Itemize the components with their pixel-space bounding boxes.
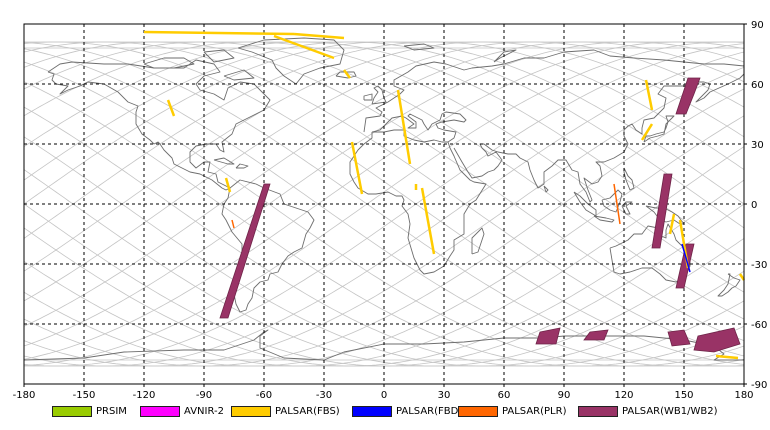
legend-swatch (352, 405, 392, 417)
swath-palsar-wb (675, 77, 701, 115)
coastline (371, 85, 387, 105)
swath-palsar-fbs (143, 30, 295, 36)
swath-palsar-fbs (644, 79, 654, 111)
legend-label: PALSAR(WB1/WB2) (622, 405, 718, 417)
swath-palsar-fbs (350, 141, 364, 195)
swath-palsar-fbs (224, 177, 232, 193)
swath-layer (143, 30, 746, 360)
legend-item: AVNIR-2 (140, 404, 224, 418)
swath-palsar-fbs (738, 273, 746, 281)
coastline (493, 49, 517, 63)
legend-label: PALSAR(PLR) (502, 405, 567, 417)
coastline (403, 43, 435, 51)
orbit-track (23, 179, 745, 367)
legend-item: PALSAR(FBD) (352, 404, 462, 418)
x-tick-label: -30 (316, 390, 332, 401)
coastline (203, 49, 235, 63)
y-tick-label: 30 (751, 140, 764, 151)
x-tick-label: -90 (196, 390, 212, 401)
coastline (237, 37, 345, 85)
legend-swatch (458, 405, 498, 417)
coastline (213, 157, 235, 165)
x-tick-label: -60 (256, 390, 272, 401)
legend-item: PALSAR(WB1/WB2) (578, 404, 718, 418)
coastline (621, 201, 633, 215)
coastline (335, 71, 357, 79)
legend-swatch (578, 405, 618, 417)
x-tick-label: 150 (674, 390, 693, 401)
orbit-track (23, 106, 745, 367)
legend-swatch (52, 405, 92, 417)
x-tick-label: 30 (438, 390, 451, 401)
coastline (453, 73, 745, 203)
coastline (143, 57, 195, 69)
coastlines (23, 37, 745, 361)
x-tick-labels: -180 -150 -120 -90 -60 -30 0 30 60 90 120 150 180 (13, 384, 754, 401)
legend-label: AVNIR-2 (184, 405, 224, 417)
swath-palsar-fbs (293, 32, 345, 40)
swath-palsar-wb (693, 327, 741, 353)
legend-item: PRSIM (52, 404, 127, 418)
swath-palsar-fbs (420, 187, 436, 255)
swath-palsar-fbs (396, 89, 412, 165)
swath-palsar-fbs (715, 354, 739, 360)
swath-palsar-wb (219, 183, 271, 319)
x-tick-label: -180 (13, 390, 36, 401)
coastline (609, 223, 691, 283)
coastline (471, 227, 485, 255)
y-tick-label: 0 (751, 200, 757, 211)
coastline (223, 69, 255, 81)
coastline (235, 163, 249, 169)
y-tick-label: -60 (751, 320, 767, 331)
y-tick-labels: 90 60 30 0 -30 -60 -90 (744, 20, 767, 391)
x-tick-label: -150 (73, 390, 96, 401)
swath-palsar-fbd (681, 243, 691, 273)
swath-palsar-plr (613, 183, 621, 225)
coastline (573, 191, 597, 217)
swath-palsar-fbs (668, 213, 676, 235)
y-tick-label: 60 (751, 80, 764, 91)
coastline (643, 115, 675, 143)
x-tick-label: 0 (381, 390, 387, 401)
coastline (221, 179, 315, 313)
legend-swatch (140, 405, 180, 417)
orbit-track (23, 41, 745, 239)
y-tick-label: -30 (751, 260, 767, 271)
x-tick-label: 180 (734, 390, 753, 401)
swath-palsar-plr (231, 219, 235, 229)
swath-palsar-fbs (273, 34, 335, 60)
coastline (601, 189, 623, 213)
y-tick-label: -90 (751, 380, 767, 391)
swath-palsar-fbs (166, 99, 176, 117)
y-tick-label: 90 (751, 20, 764, 31)
legend-label: PRSIM (96, 405, 127, 417)
legend-item: PALSAR(FBS) (231, 404, 340, 418)
coastline (543, 185, 549, 193)
legend-swatch (231, 405, 271, 417)
coastline (623, 167, 635, 191)
legend-item: PALSAR(PLR) (458, 404, 566, 418)
swath-palsar-wb (675, 243, 695, 289)
swath-palsar-fbs (343, 69, 351, 79)
coastline (363, 93, 373, 101)
graticule (24, 24, 744, 384)
coastline (593, 215, 615, 223)
swath-palsar-wb (667, 329, 691, 347)
x-tick-label: -120 (133, 390, 156, 401)
legend-label: PALSAR(FBD) (396, 405, 463, 417)
legend: PRSIM AVNIR-2 PALSAR(FBS) PALSAR(FBD) PALSAR… (0, 402, 770, 422)
coastline (717, 273, 741, 297)
x-tick-label: 120 (614, 390, 633, 401)
swath-palsar-wb (651, 173, 673, 249)
x-tick-label: 60 (498, 390, 511, 401)
swath-palsar-wb (535, 327, 561, 345)
legend-label: PALSAR(FBS) (275, 405, 340, 417)
swath-palsar-fbs (640, 123, 654, 141)
coastline (363, 49, 745, 133)
coastline (349, 129, 487, 275)
swath-palsar-wb (583, 329, 609, 341)
x-tick-label: 90 (558, 390, 571, 401)
